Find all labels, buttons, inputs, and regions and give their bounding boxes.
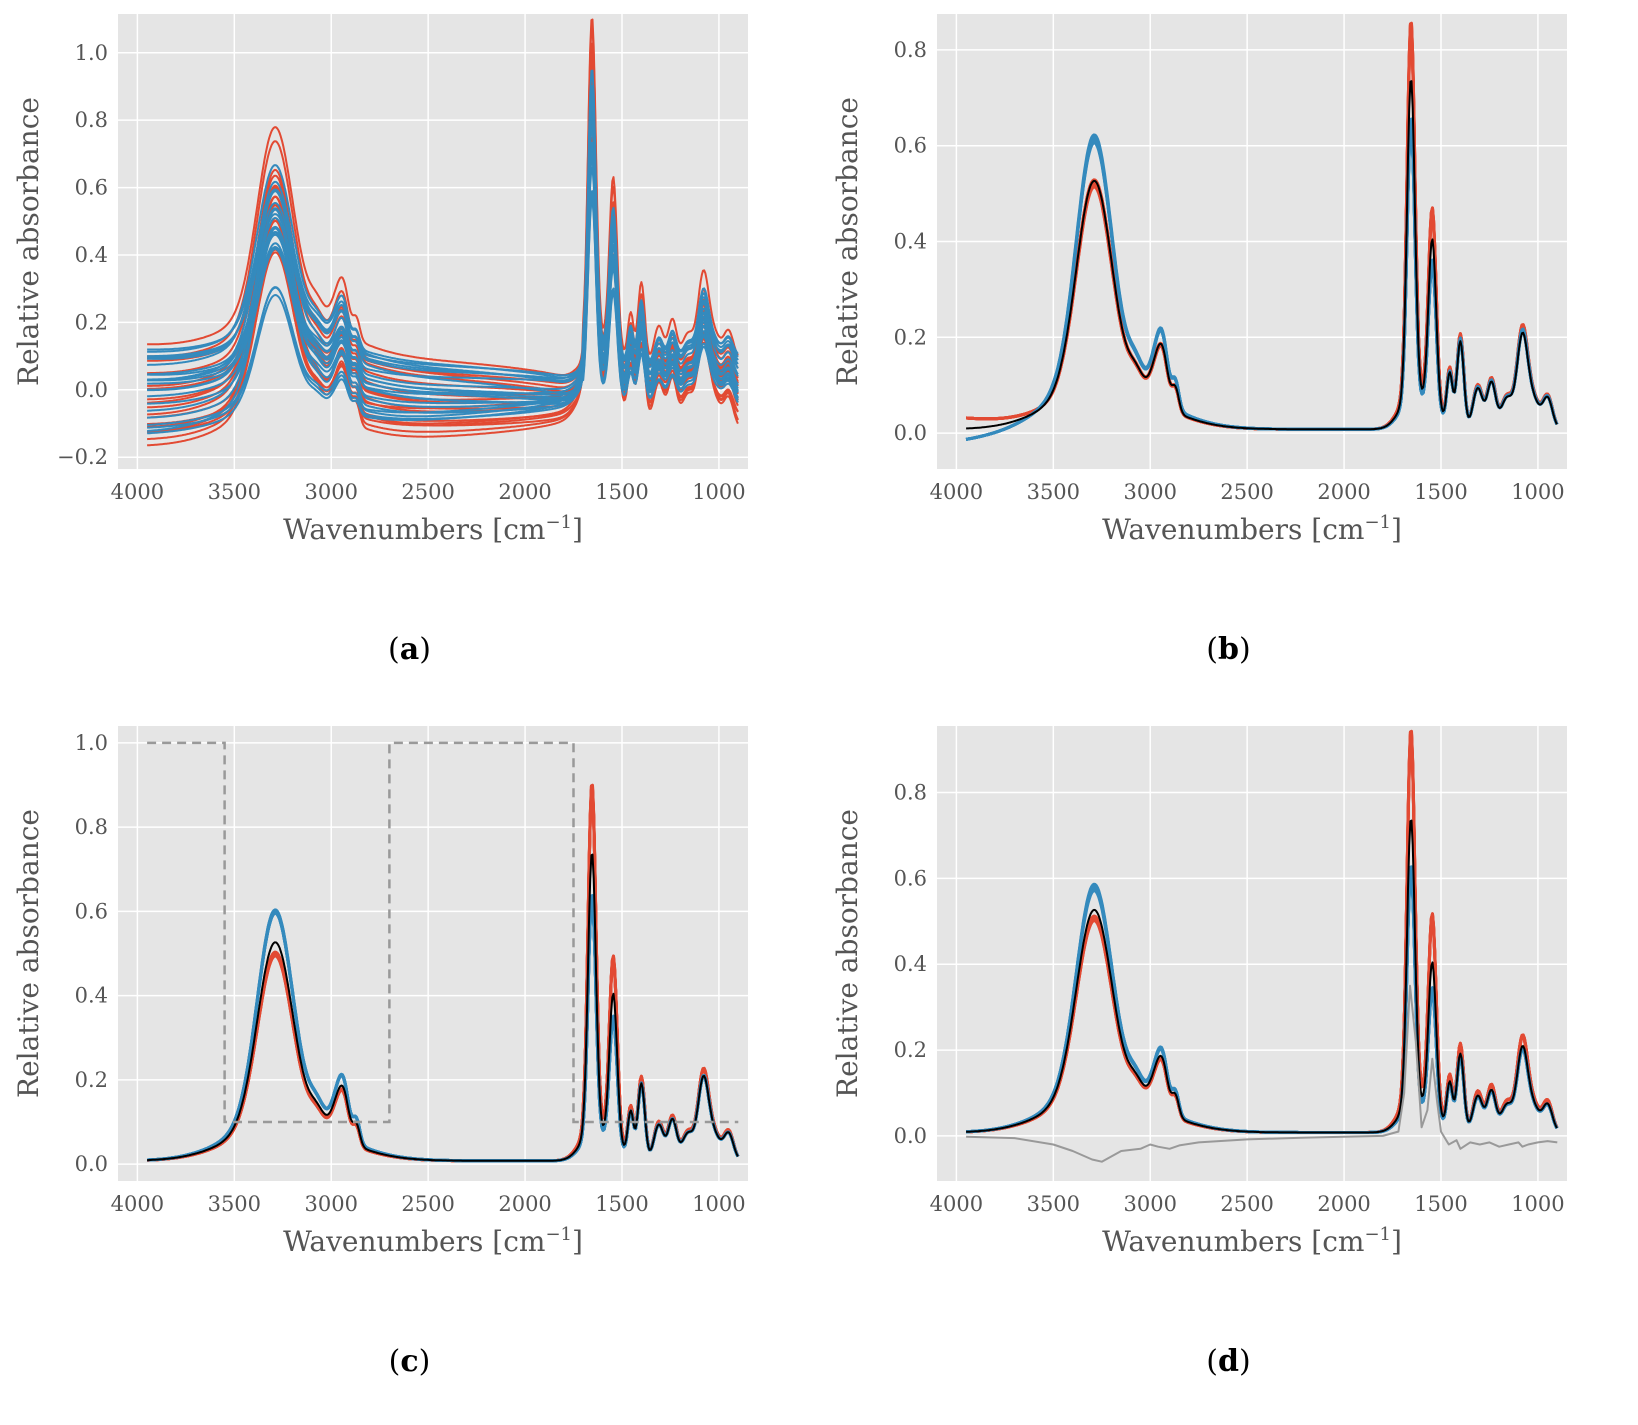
y-tick-label: 0.6 bbox=[75, 899, 108, 923]
y-tick-label: 0.8 bbox=[75, 108, 108, 132]
x-tick-label: 3500 bbox=[208, 480, 261, 504]
y-tick-label: 0.2 bbox=[894, 1038, 927, 1062]
difference-spectrum-line bbox=[966, 984, 1558, 1163]
x-axis-title-tail: ] bbox=[572, 513, 583, 546]
x-tick-label: 2000 bbox=[498, 480, 551, 504]
x-tick-label: 1500 bbox=[595, 1192, 648, 1216]
y-tick-label: 0.8 bbox=[894, 781, 927, 805]
x-tick-label: 2000 bbox=[1317, 480, 1370, 504]
y-tick-label: 0.2 bbox=[75, 310, 108, 334]
chart-panel-b: 4000 3500 3000 2500 2000 1500 1000 0.0 0.2 0.4 0.6… bbox=[819, 0, 1638, 712]
chart-panel-d: 4000 3500 3000 2500 2000 1500 1000 0.0 0.2 0.4 0.6… bbox=[819, 712, 1638, 1424]
y-tick-label: 0.4 bbox=[75, 984, 108, 1008]
x-axis-title: Wavenumbers [cm−1] bbox=[283, 512, 583, 546]
x-tick-label: 3000 bbox=[1124, 480, 1177, 504]
y-tick-label: 0.0 bbox=[75, 1152, 108, 1176]
x-tick-label: 2000 bbox=[1317, 1192, 1370, 1216]
y-axis-title: Relative absorbance bbox=[12, 97, 45, 386]
x-tick-label: 4000 bbox=[111, 480, 164, 504]
x-tick-label: 1000 bbox=[692, 1192, 745, 1216]
mean-spectrum-line bbox=[966, 819, 1558, 1134]
y-tick-label: 0.4 bbox=[894, 952, 927, 976]
spectrum-line-blue bbox=[147, 99, 739, 405]
y-tick-label: −0.2 bbox=[57, 445, 108, 469]
y-tick-label: 0.6 bbox=[75, 176, 108, 200]
x-tick-label: 4000 bbox=[111, 1192, 164, 1216]
x-tick-label: 3500 bbox=[208, 1192, 261, 1216]
chart-c: 4000 3500 3000 2500 2000 1500 1000 0.0 0.2 0.4 0.6… bbox=[12, 726, 748, 1258]
x-axis-title-tail: ] bbox=[1391, 1225, 1402, 1258]
y-tick-label: 0.0 bbox=[894, 1124, 927, 1148]
y-axis-title: Relative absorbance bbox=[12, 809, 45, 1098]
x-tick-label: 1000 bbox=[692, 480, 745, 504]
chart-a: 4000 3500 3000 2500 2000 1500 1000 −0.2 0.0 0.2 0.… bbox=[12, 14, 748, 546]
series-layer bbox=[965, 21, 1559, 441]
x-tick-label: 3000 bbox=[1124, 1192, 1177, 1216]
y-tick-label: 0.2 bbox=[894, 325, 927, 349]
x-axis-title-tail: ] bbox=[572, 1225, 583, 1258]
x-axis-title-main: Wavenumbers [cm bbox=[1102, 513, 1364, 546]
x-tick-label: 1500 bbox=[1414, 480, 1467, 504]
x-tick-label: 3500 bbox=[1027, 1192, 1080, 1216]
plot-area bbox=[937, 726, 1567, 1181]
panel-label-c: (c) bbox=[388, 1344, 431, 1379]
series-layer bbox=[146, 741, 740, 1163]
plot-area bbox=[118, 726, 748, 1181]
x-tick-label: 3500 bbox=[1027, 480, 1080, 504]
x-tick-label: 2500 bbox=[401, 1192, 454, 1216]
chart-panel-a: 4000 3500 3000 2500 2000 1500 1000 −0.2 0.0 0.2 0.… bbox=[0, 0, 819, 712]
x-axis-title-sup: −1 bbox=[545, 512, 572, 533]
y-tick-label: 1.0 bbox=[75, 41, 108, 65]
x-tick-label: 1500 bbox=[595, 480, 648, 504]
x-axis-title: Wavenumbers [cm−1] bbox=[1102, 1224, 1402, 1258]
y-tick-label: 0.8 bbox=[894, 38, 927, 62]
y-tick-label: 0.0 bbox=[75, 378, 108, 402]
y-axis-title: Relative absorbance bbox=[831, 809, 864, 1098]
panel-label-a: (a) bbox=[388, 632, 431, 667]
x-axis-title-sup: −1 bbox=[1364, 1224, 1391, 1245]
y-tick-label: 0.0 bbox=[894, 421, 927, 445]
spectrum-line-red bbox=[147, 18, 739, 376]
panel-label-b: (b) bbox=[1206, 632, 1251, 667]
series-layer bbox=[965, 729, 1559, 1163]
spectrum-line-blue bbox=[147, 86, 739, 380]
x-axis-title-main: Wavenumbers [cm bbox=[283, 1225, 545, 1258]
spectrum-line-blue bbox=[147, 190, 739, 429]
x-axis-title-main: Wavenumbers [cm bbox=[283, 513, 545, 546]
x-tick-label: 2500 bbox=[1220, 1192, 1273, 1216]
x-axis-title-sup: −1 bbox=[545, 1224, 572, 1245]
y-tick-label: 0.6 bbox=[894, 134, 927, 158]
x-axis-title-tail: ] bbox=[1391, 513, 1402, 546]
x-tick-label: 1000 bbox=[1511, 1192, 1564, 1216]
chart-b: 4000 3500 3000 2500 2000 1500 1000 0.0 0.2 0.4 0.6… bbox=[831, 14, 1567, 546]
x-axis-title: Wavenumbers [cm−1] bbox=[283, 1224, 583, 1258]
y-axis-title: Relative absorbance bbox=[831, 97, 864, 386]
x-tick-label: 1500 bbox=[1414, 1192, 1467, 1216]
x-axis-title: Wavenumbers [cm−1] bbox=[1102, 512, 1402, 546]
x-tick-label: 3000 bbox=[305, 480, 358, 504]
y-tick-label: 0.4 bbox=[75, 243, 108, 267]
y-tick-label: 0.6 bbox=[894, 866, 927, 890]
x-tick-label: 4000 bbox=[930, 480, 983, 504]
x-tick-label: 4000 bbox=[930, 1192, 983, 1216]
x-tick-label: 1000 bbox=[1511, 480, 1564, 504]
x-axis-title-main: Wavenumbers [cm bbox=[1102, 1225, 1364, 1258]
y-tick-label: 0.2 bbox=[75, 1068, 108, 1092]
x-tick-label: 3000 bbox=[305, 1192, 358, 1216]
x-axis-title-sup: −1 bbox=[1364, 512, 1391, 533]
x-tick-label: 2000 bbox=[498, 1192, 551, 1216]
x-tick-label: 2500 bbox=[401, 480, 454, 504]
weight-function-line bbox=[147, 741, 739, 1124]
panel-label-d: (d) bbox=[1206, 1344, 1251, 1379]
y-tick-label: 1.0 bbox=[75, 731, 108, 755]
mean-spectrum-line bbox=[147, 853, 739, 1162]
chart-panel-c: 4000 3500 3000 2500 2000 1500 1000 0.0 0.2 0.4 0.6… bbox=[0, 712, 819, 1424]
y-tick-label: 0.4 bbox=[894, 230, 927, 254]
x-tick-label: 2500 bbox=[1220, 480, 1273, 504]
y-tick-label: 0.8 bbox=[75, 815, 108, 839]
chart-d: 4000 3500 3000 2500 2000 1500 1000 0.0 0.2 0.4 0.6… bbox=[831, 726, 1567, 1258]
series-layer bbox=[147, 18, 739, 447]
mean-spectrum-line bbox=[966, 80, 1558, 431]
